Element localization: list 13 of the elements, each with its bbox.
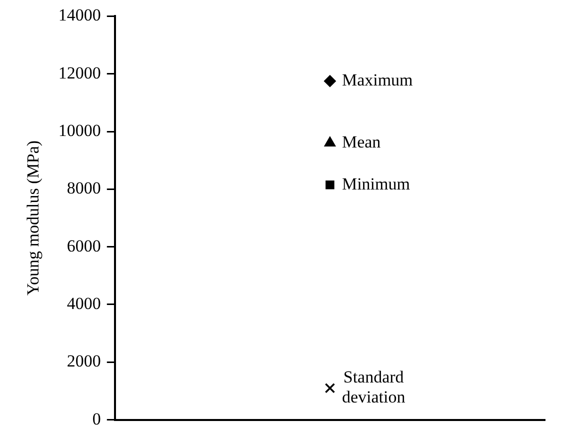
y-tick-label: 12000 (58, 63, 101, 82)
y-tick-label: 10000 (58, 120, 101, 140)
y-tick-label: 0 (92, 409, 101, 428)
y-tick-label: 4000 (66, 294, 101, 313)
y-tick-label: 6000 (66, 236, 101, 256)
series-label: Minimum (342, 174, 410, 194)
y-tick-label: 8000 (66, 178, 101, 198)
series-label: Standard deviation (342, 368, 406, 407)
series-label: Mean (342, 132, 382, 152)
series-label: Maximum (342, 70, 413, 90)
y-tick-label: 2000 (66, 352, 101, 371)
y-axis-title: Young modulus (MPa) (24, 140, 43, 296)
y-tick-label: 14000 (58, 6, 101, 25)
